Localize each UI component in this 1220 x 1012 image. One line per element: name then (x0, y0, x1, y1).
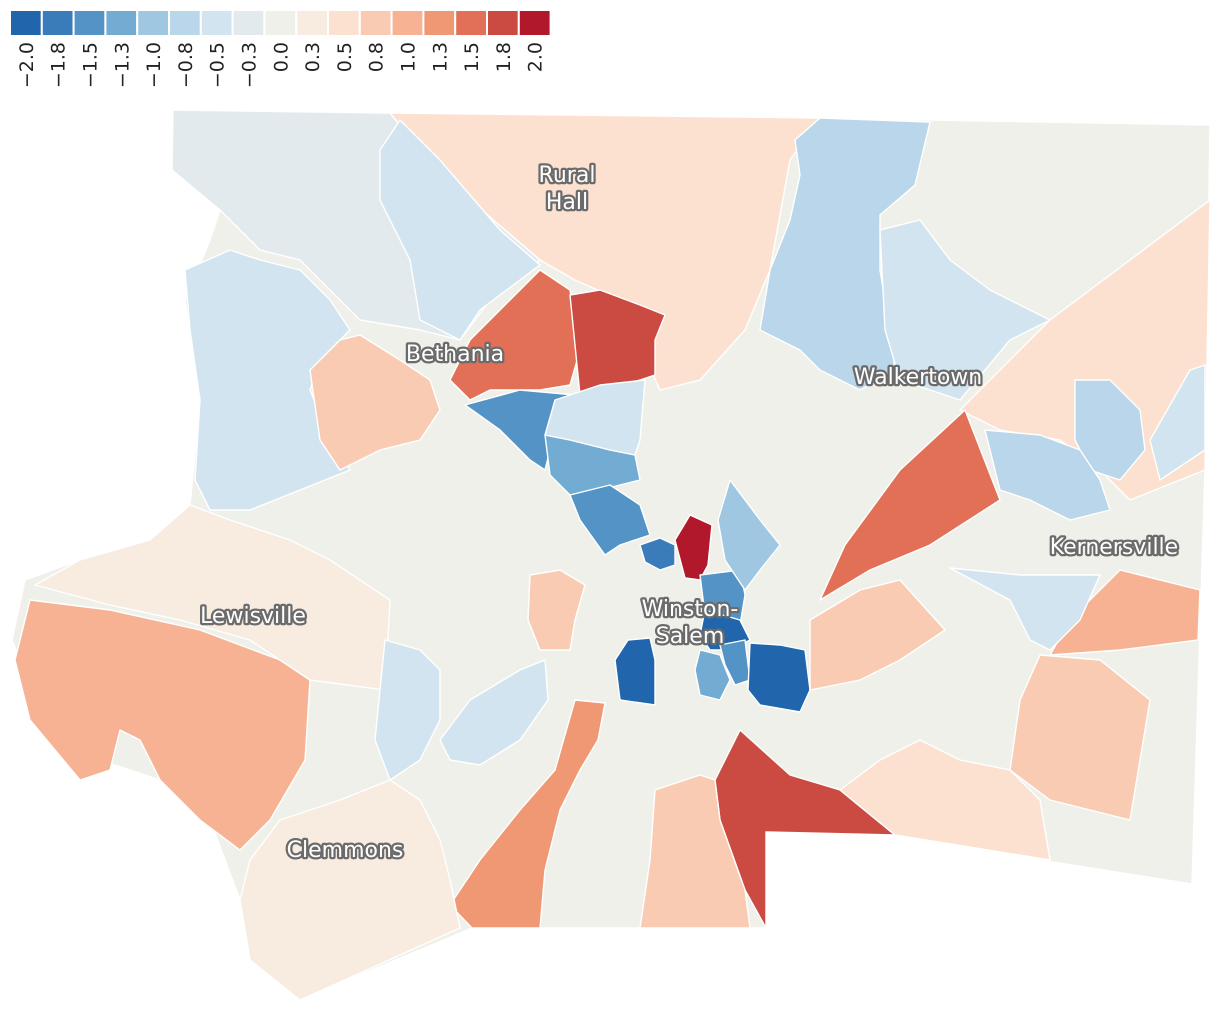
region-west-strip[interactable] (34, 504, 391, 691)
place-label-line: Rural (539, 163, 596, 188)
legend-label: −1.3 (111, 42, 133, 88)
region-mid-south-blue[interactable] (439, 659, 549, 766)
region-downtown-blue-a[interactable] (639, 537, 676, 571)
legend-label: −0.3 (239, 42, 261, 88)
region-southeast-light[interactable] (839, 739, 1051, 861)
place-label-winston-salem: Winston-Salem (642, 597, 739, 649)
legend-label: −1.0 (143, 42, 165, 88)
place-label-line: Hall (546, 190, 588, 215)
place-label-line: Salem (656, 624, 725, 649)
legend-swatch (454, 9, 489, 37)
legend-swatch (40, 9, 75, 37)
place-label-bethania: Bethania (406, 342, 504, 367)
place-label-line: Lewisville (200, 604, 306, 629)
legend-label: 1.0 (398, 42, 420, 72)
legend-swatch (9, 9, 43, 37)
region-center-blue-light[interactable] (544, 379, 646, 456)
region-downtown-blue-g[interactable] (747, 642, 811, 713)
region-far-west-orange[interactable] (14, 599, 311, 851)
legend-label: 0.3 (302, 42, 324, 72)
place-label-line: Clemmons (287, 838, 404, 863)
color-scale-legend: −2.0 −1.8 −1.5 −1.3 −1.0 −0.8 −0.5 −0.3 0.0 0.3 0.… (9, 9, 552, 88)
legend-swatch (199, 9, 234, 37)
legend-swatch (263, 9, 298, 37)
place-label-walkertown: Walkertown (854, 365, 983, 390)
legend-swatch (390, 9, 425, 37)
region-downtown-blue-d[interactable] (614, 637, 656, 706)
legend-swatch (168, 9, 202, 37)
legend-swatch (358, 9, 393, 37)
legend-swatch (327, 9, 361, 37)
region-east-mid-orange[interactable] (1049, 569, 1201, 656)
legend-label: −1.5 (80, 42, 102, 88)
map-regions (11, 109, 1211, 1001)
place-label-clemmons: Clemmons (287, 838, 404, 863)
legend-label: 2.0 (525, 42, 547, 72)
region-mid-east-blue[interactable] (949, 567, 1101, 651)
legend-swatch (72, 9, 107, 37)
region-southeast-salmon[interactable] (809, 579, 946, 691)
place-label-line: Bethania (406, 342, 504, 367)
region-ne-blue-strip[interactable] (717, 479, 781, 591)
region-north-upper[interactable] (379, 119, 541, 341)
place-label-kernersville: Kernersville (1050, 535, 1178, 560)
region-east-blue-c[interactable] (984, 429, 1111, 521)
region-clemmons-area[interactable] (239, 779, 461, 1001)
region-red-wedge-east[interactable] (819, 409, 1001, 601)
legend-swatch (486, 9, 520, 37)
legend-label: 1.5 (461, 42, 483, 72)
legend-label: −1.8 (48, 42, 70, 88)
legend-label: 1.3 (429, 42, 451, 72)
legend-label: −0.5 (207, 42, 229, 88)
region-downtown-blue-e[interactable] (694, 649, 731, 701)
legend-swatch (231, 9, 266, 37)
legend-label: 1.8 (493, 42, 515, 72)
place-label-line: Winston- (642, 597, 739, 622)
region-east-salmon[interactable] (1009, 654, 1151, 821)
legend-swatch (295, 9, 330, 37)
legend-label: −0.8 (175, 42, 197, 88)
region-south-orange-strip[interactable] (449, 699, 606, 929)
region-center-blue-mid[interactable] (569, 484, 651, 556)
region-east-blue-b[interactable] (1149, 364, 1206, 481)
region-east-blue-a[interactable] (1074, 379, 1146, 481)
region-downtown-blue-f[interactable] (719, 639, 751, 686)
place-label-rural-hall: Rural Hall (539, 163, 596, 215)
region-center-salmon[interactable] (527, 569, 586, 651)
legend-label: −2.0 (16, 42, 38, 88)
legend-label: 0.8 (366, 42, 388, 72)
legend-label: 0.0 (270, 42, 292, 72)
region-northeast-light[interactable] (879, 219, 1051, 401)
legend-swatch (104, 9, 139, 37)
place-label-line: Kernersville (1050, 535, 1178, 560)
place-label-line: Walkertown (854, 365, 983, 390)
place-labels: Rural Hall Bethania Walkertown Kernersvil… (198, 161, 1181, 866)
region-south-salmon[interactable] (639, 774, 751, 929)
legend-swatch (517, 9, 552, 37)
region-west-salmon-small[interactable] (309, 334, 441, 471)
region-downtown-dark-red[interactable] (674, 514, 713, 581)
region-sw-blue[interactable] (374, 639, 441, 781)
legend-label: 0.5 (334, 42, 356, 72)
legend-swatch (136, 9, 170, 37)
place-label-lewisville: Lewisville (200, 604, 306, 629)
legend-swatch (422, 9, 457, 37)
